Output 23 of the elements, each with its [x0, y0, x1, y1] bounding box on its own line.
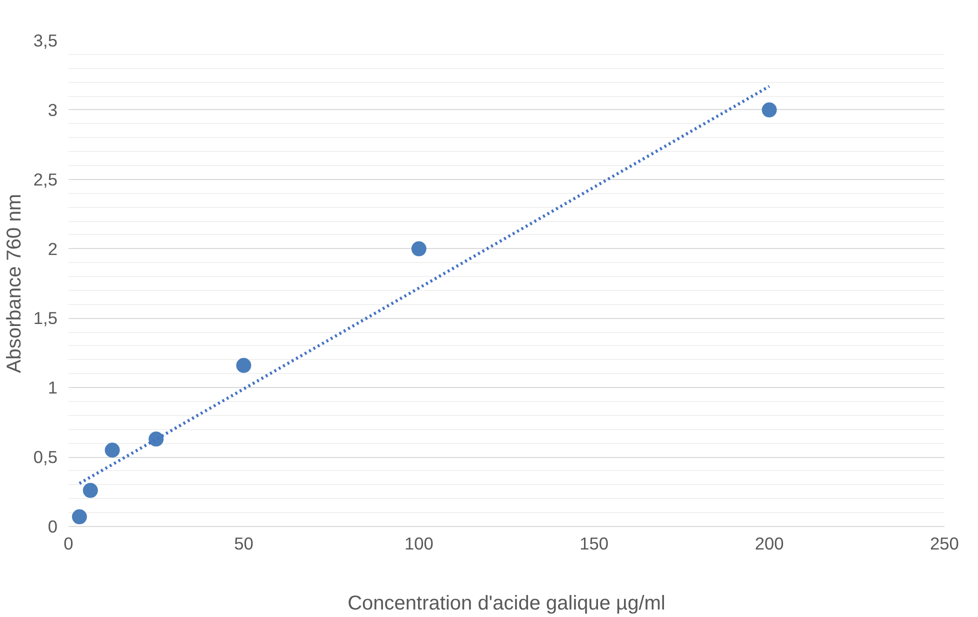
y-tick-label: 0,5 [33, 447, 58, 468]
y-tick-label: 2,5 [33, 169, 58, 190]
x-tick-label: 250 [930, 534, 959, 554]
point [236, 358, 252, 373]
y-tick-label: 3 [48, 100, 58, 120]
y-tick-label: 0 [48, 516, 58, 536]
x-tick-label: 200 [754, 534, 784, 554]
point [762, 102, 777, 118]
point [411, 241, 426, 256]
x-tick-label: 100 [404, 534, 434, 554]
y-tick-label: 3,5 [33, 30, 58, 50]
y-tick-label: 1,5 [33, 308, 58, 328]
x-tick-label: 0 [64, 534, 74, 554]
point [72, 509, 87, 524]
y-tick-label: 1 [48, 378, 58, 398]
x-tick-label: 150 [580, 534, 609, 554]
y-axis-title: Absorbance 760 nm [3, 194, 26, 373]
x-tick-label: 50 [234, 534, 254, 554]
point [104, 442, 120, 458]
x-axis-title: Concentration d'acide galique µg/ml [348, 592, 666, 614]
point [82, 482, 98, 498]
y-tick-label: 2 [48, 238, 58, 259]
point [148, 432, 164, 447]
